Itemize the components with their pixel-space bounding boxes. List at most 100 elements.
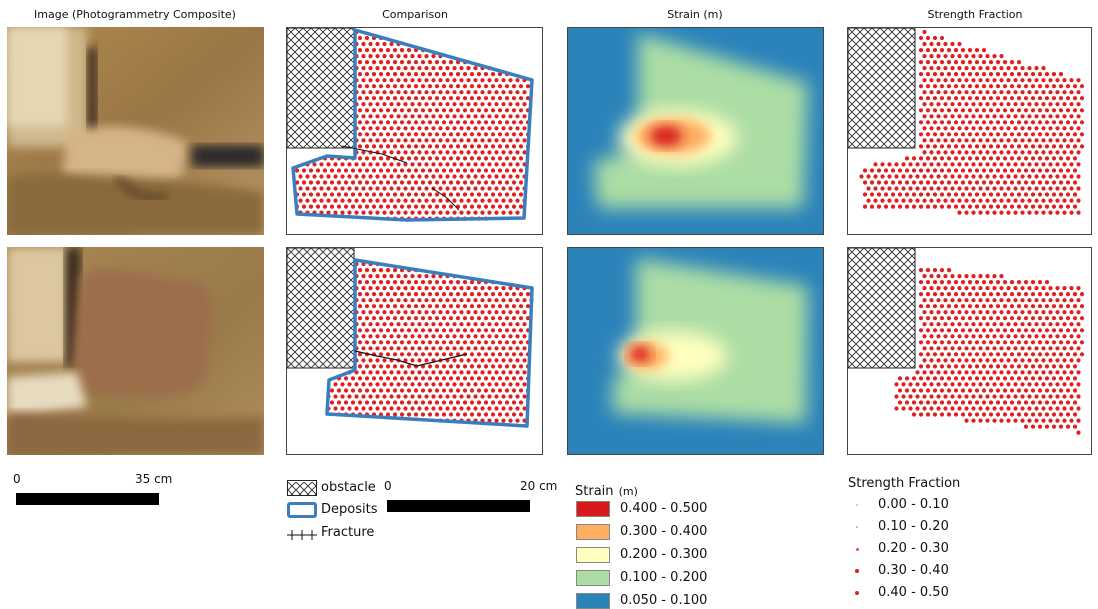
- particle-dot: [950, 394, 955, 399]
- particle-dot: [1027, 150, 1032, 155]
- particle-dot: [522, 370, 527, 375]
- particle-dot: [515, 298, 520, 303]
- particle-dot: [946, 72, 952, 77]
- particle-dot: [445, 150, 450, 155]
- particle-dot: [974, 156, 980, 161]
- particle-dot: [950, 54, 955, 59]
- particle-dot: [960, 120, 966, 125]
- particle-dot: [483, 180, 489, 185]
- particle-dot: [922, 334, 927, 339]
- particle-dot: [413, 204, 419, 209]
- particle-dot: [1072, 108, 1078, 113]
- particle-dot: [1044, 280, 1050, 285]
- particle-dot: [350, 180, 356, 185]
- particle-dot: [382, 41, 387, 47]
- particle-dot: [932, 84, 938, 89]
- particle-dot: [497, 304, 503, 309]
- particle-dot: [950, 186, 955, 191]
- particle-dot: [424, 66, 429, 71]
- particle-dot: [427, 168, 433, 173]
- particle-dot: [943, 78, 948, 83]
- particle-dot: [364, 156, 370, 161]
- particle-dot: [406, 364, 412, 369]
- particle-dot: [1009, 168, 1015, 173]
- particle-dot: [1051, 96, 1057, 101]
- particle-dot: [995, 352, 1001, 357]
- particle-dot: [1065, 132, 1071, 137]
- particle-dot: [960, 84, 966, 89]
- particle-dot: [455, 108, 461, 113]
- particle-dot: [995, 280, 1001, 285]
- particle-dot: [988, 192, 994, 197]
- particle-dot: [1048, 126, 1053, 131]
- particle-dot: [1076, 102, 1081, 107]
- particle-dot: [901, 162, 906, 167]
- column-title-strength: Strength Fraction: [927, 8, 1023, 21]
- particle-dot: [1051, 328, 1057, 333]
- particle-dot: [392, 48, 398, 53]
- particle-dot: [476, 412, 482, 417]
- particle-dot: [1037, 400, 1043, 405]
- particle-dot: [399, 352, 405, 357]
- particle-dot: [389, 370, 394, 375]
- particle-dot: [420, 60, 426, 65]
- particle-dot: [522, 322, 527, 327]
- particle-dot: [357, 376, 363, 381]
- particle-dot: [992, 274, 997, 279]
- particle-dot: [999, 66, 1004, 71]
- particle-dot: [1037, 156, 1043, 161]
- particle-dot: [469, 400, 475, 405]
- particle-dot: [1062, 186, 1067, 191]
- particle-dot: [999, 150, 1004, 155]
- particle-dot: [396, 54, 401, 59]
- particle-dot: [424, 114, 429, 119]
- particle-dot: [1048, 78, 1053, 83]
- particle-dot: [406, 180, 412, 185]
- particle-dot: [1023, 424, 1029, 429]
- particle-dot: [890, 192, 896, 197]
- particle-dot: [953, 400, 959, 405]
- particle-dot: [406, 292, 412, 297]
- particle-dot: [455, 364, 461, 369]
- particle-dot: [925, 96, 931, 101]
- particle-dot: [490, 204, 496, 209]
- particle-dot: [1002, 84, 1008, 89]
- particle-dot: [946, 268, 952, 273]
- particle-dot: [925, 108, 931, 113]
- particle-dot: [1055, 90, 1060, 95]
- particle-dot: [964, 310, 969, 315]
- particle-dot: [939, 180, 945, 185]
- particle-dot: [925, 364, 931, 369]
- particle-dot: [1030, 292, 1036, 297]
- particle-dot: [504, 400, 510, 405]
- particle-dot: [953, 180, 959, 185]
- particle-dot: [880, 198, 885, 203]
- particle-dot: [455, 84, 461, 89]
- particle-dot: [382, 346, 387, 351]
- particle-dot: [378, 388, 384, 393]
- particle-dot: [441, 352, 447, 357]
- particle-dot: [999, 358, 1004, 363]
- particle-dot: [1037, 144, 1043, 149]
- particle-dot: [1006, 102, 1011, 107]
- particle-dot: [1048, 310, 1053, 315]
- particle-dot: [455, 376, 461, 381]
- particle-dot: [431, 274, 436, 279]
- particle-dot: [1034, 346, 1039, 351]
- particle-dot: [385, 268, 391, 273]
- particle-dot: [396, 78, 401, 83]
- particle-dot: [389, 162, 394, 167]
- particle-dot: [946, 144, 952, 149]
- particle-dot: [490, 156, 496, 161]
- particle-dot: [967, 60, 973, 65]
- particle-dot: [483, 304, 489, 309]
- particle-dot: [301, 180, 307, 185]
- particle-dot: [929, 382, 934, 387]
- particle-dot: [382, 114, 387, 119]
- particle-dot: [480, 394, 485, 399]
- particle-dot: [448, 304, 454, 309]
- particle-dot: [361, 406, 366, 411]
- particle-dot: [946, 168, 952, 173]
- particle-dot: [361, 286, 366, 291]
- particle-dot: [522, 358, 527, 363]
